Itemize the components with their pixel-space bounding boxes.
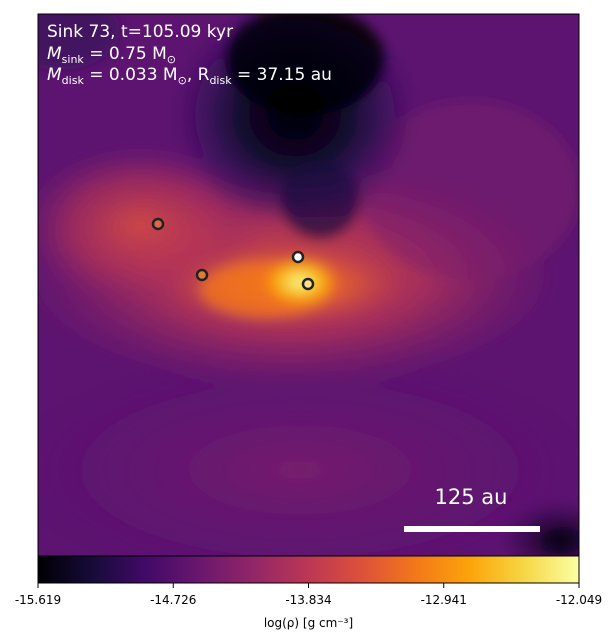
annotation-sink-time: Sink 73, t=105.09 kyr: [47, 22, 233, 42]
colorbar-tick-label: -15.619: [15, 593, 61, 607]
annotation-sink-mass: Msink = 0.75 M⊙: [47, 44, 176, 66]
scale-bar-label: 125 au: [435, 485, 508, 509]
colorbar-tick-label: -13.834: [285, 593, 331, 607]
colorbar-tick-label: -12.941: [421, 593, 467, 607]
sink-marker: [291, 250, 305, 264]
colorbar-tick-label: -12.049: [556, 593, 602, 607]
scale-bar: [404, 526, 540, 532]
colorbar: [37, 555, 580, 584]
colorbar-tick-label: -14.726: [150, 593, 196, 607]
sink-marker: [301, 277, 315, 291]
density-map: [38, 14, 579, 556]
colorbar-ticks: -15.619 -14.726 -13.834 -12.941 -12.049: [15, 583, 602, 607]
colorbar-label: log(ρ) [g cm⁻³]: [264, 616, 353, 630]
annotation-disk-properties: Mdisk = 0.033 M⊙, Rdisk = 37.15 au: [47, 65, 332, 87]
sink-markers: [151, 217, 315, 291]
sink-marker: [151, 217, 165, 231]
sink-marker: [195, 268, 209, 282]
